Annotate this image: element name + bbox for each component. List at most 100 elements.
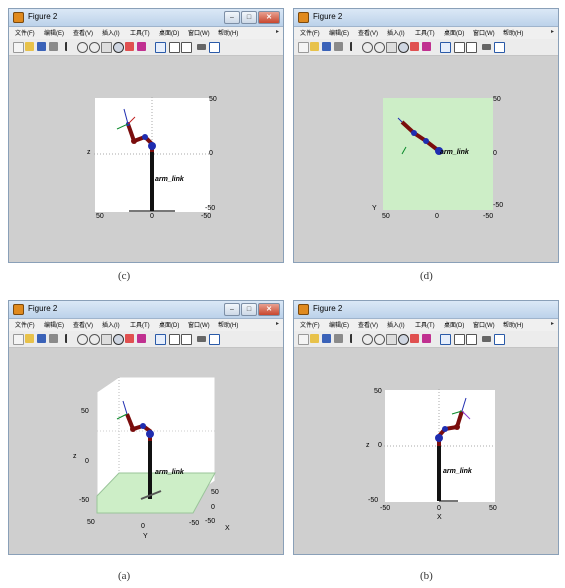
- menu-tools[interactable]: 工具(T): [130, 323, 150, 329]
- menu-edit[interactable]: 编辑(E): [44, 323, 64, 329]
- menu-overflow-icon[interactable]: ▸: [550, 321, 554, 327]
- menu-insert[interactable]: 插入(I): [102, 31, 120, 37]
- colorbar-icon[interactable]: [454, 42, 465, 53]
- pointer-icon[interactable]: [65, 334, 71, 343]
- menu-help[interactable]: 帮助(H): [218, 323, 239, 329]
- print-icon[interactable]: [334, 42, 343, 51]
- hide-plot-tools-icon[interactable]: [197, 336, 206, 342]
- menu-window[interactable]: 窗口(W): [473, 323, 495, 329]
- print-icon[interactable]: [49, 42, 58, 51]
- hide-plot-tools-icon[interactable]: [197, 44, 206, 50]
- new-figure-icon[interactable]: [13, 42, 24, 53]
- colorbar-icon[interactable]: [169, 42, 180, 53]
- brush-icon[interactable]: [422, 42, 431, 51]
- pan-icon[interactable]: [101, 42, 112, 53]
- close-button[interactable]: ✕: [258, 303, 280, 316]
- zoom-out-icon[interactable]: [89, 42, 100, 53]
- link-plot-icon[interactable]: [155, 334, 166, 345]
- menu-tools[interactable]: 工具(T): [415, 323, 435, 329]
- menu-insert[interactable]: 插入(I): [387, 323, 405, 329]
- data-cursor-icon[interactable]: [410, 42, 419, 51]
- rotate-3d-icon[interactable]: [113, 334, 124, 345]
- show-plot-tools-icon[interactable]: [494, 42, 505, 53]
- open-file-icon[interactable]: [25, 334, 34, 343]
- title-bar[interactable]: Figure 2 – □ ✕: [9, 301, 283, 319]
- menu-desktop[interactable]: 桌面(D): [444, 31, 465, 37]
- zoom-in-icon[interactable]: [362, 42, 373, 53]
- menu-overflow-icon[interactable]: ▸: [275, 321, 279, 327]
- rotate-3d-icon[interactable]: [398, 334, 409, 345]
- show-plot-tools-icon[interactable]: [209, 42, 220, 53]
- link-plot-icon[interactable]: [155, 42, 166, 53]
- menu-window[interactable]: 窗口(W): [188, 323, 210, 329]
- print-icon[interactable]: [49, 334, 58, 343]
- title-bar[interactable]: Figure 2: [294, 9, 558, 27]
- menu-desktop[interactable]: 桌面(D): [159, 323, 180, 329]
- legend-icon[interactable]: [181, 334, 192, 345]
- rotate-3d-icon[interactable]: [398, 42, 409, 53]
- menu-file[interactable]: 文件(F): [15, 31, 35, 37]
- menu-file[interactable]: 文件(F): [300, 31, 320, 37]
- menu-desktop[interactable]: 桌面(D): [444, 323, 465, 329]
- link-plot-icon[interactable]: [440, 42, 451, 53]
- zoom-out-icon[interactable]: [374, 334, 385, 345]
- brush-icon[interactable]: [422, 334, 431, 343]
- zoom-out-icon[interactable]: [374, 42, 385, 53]
- save-icon[interactable]: [37, 42, 46, 51]
- hide-plot-tools-icon[interactable]: [482, 336, 491, 342]
- save-icon[interactable]: [37, 334, 46, 343]
- brush-icon[interactable]: [137, 334, 146, 343]
- menu-file[interactable]: 文件(F): [300, 323, 320, 329]
- zoom-out-icon[interactable]: [89, 334, 100, 345]
- open-file-icon[interactable]: [310, 42, 319, 51]
- menu-help[interactable]: 帮助(H): [503, 31, 524, 37]
- maximize-button[interactable]: □: [241, 303, 257, 316]
- menu-edit[interactable]: 编辑(E): [329, 323, 349, 329]
- minimize-button[interactable]: –: [224, 11, 240, 24]
- menu-help[interactable]: 帮助(H): [503, 323, 524, 329]
- save-icon[interactable]: [322, 42, 331, 51]
- menu-tools[interactable]: 工具(T): [130, 31, 150, 37]
- pointer-icon[interactable]: [350, 42, 356, 51]
- data-cursor-icon[interactable]: [125, 42, 134, 51]
- print-icon[interactable]: [334, 334, 343, 343]
- colorbar-icon[interactable]: [169, 334, 180, 345]
- menu-window[interactable]: 窗口(W): [473, 31, 495, 37]
- menu-view[interactable]: 查看(V): [73, 31, 93, 37]
- legend-icon[interactable]: [181, 42, 192, 53]
- new-figure-icon[interactable]: [298, 334, 309, 345]
- menu-view[interactable]: 查看(V): [73, 323, 93, 329]
- menu-desktop[interactable]: 桌面(D): [159, 31, 180, 37]
- colorbar-icon[interactable]: [454, 334, 465, 345]
- data-cursor-icon[interactable]: [125, 334, 134, 343]
- minimize-button[interactable]: –: [224, 303, 240, 316]
- menu-overflow-icon[interactable]: ▸: [550, 29, 554, 35]
- pan-icon[interactable]: [386, 334, 397, 345]
- legend-icon[interactable]: [466, 42, 477, 53]
- save-icon[interactable]: [322, 334, 331, 343]
- link-plot-icon[interactable]: [440, 334, 451, 345]
- legend-icon[interactable]: [466, 334, 477, 345]
- new-figure-icon[interactable]: [13, 334, 24, 345]
- menu-view[interactable]: 查看(V): [358, 31, 378, 37]
- brush-icon[interactable]: [137, 42, 146, 51]
- menu-insert[interactable]: 插入(I): [102, 323, 120, 329]
- pan-icon[interactable]: [101, 334, 112, 345]
- open-file-icon[interactable]: [25, 42, 34, 51]
- menu-file[interactable]: 文件(F): [15, 323, 35, 329]
- menu-overflow-icon[interactable]: ▸: [275, 29, 279, 35]
- pointer-icon[interactable]: [65, 42, 71, 51]
- title-bar[interactable]: Figure 2: [294, 301, 558, 319]
- new-figure-icon[interactable]: [298, 42, 309, 53]
- close-button[interactable]: ✕: [258, 11, 280, 24]
- hide-plot-tools-icon[interactable]: [482, 44, 491, 50]
- show-plot-tools-icon[interactable]: [494, 334, 505, 345]
- zoom-in-icon[interactable]: [77, 334, 88, 345]
- menu-window[interactable]: 窗口(W): [188, 31, 210, 37]
- title-bar[interactable]: Figure 2 – □ ✕: [9, 9, 283, 27]
- pan-icon[interactable]: [386, 42, 397, 53]
- menu-edit[interactable]: 编辑(E): [44, 31, 64, 37]
- zoom-in-icon[interactable]: [77, 42, 88, 53]
- menu-edit[interactable]: 编辑(E): [329, 31, 349, 37]
- menu-insert[interactable]: 插入(I): [387, 31, 405, 37]
